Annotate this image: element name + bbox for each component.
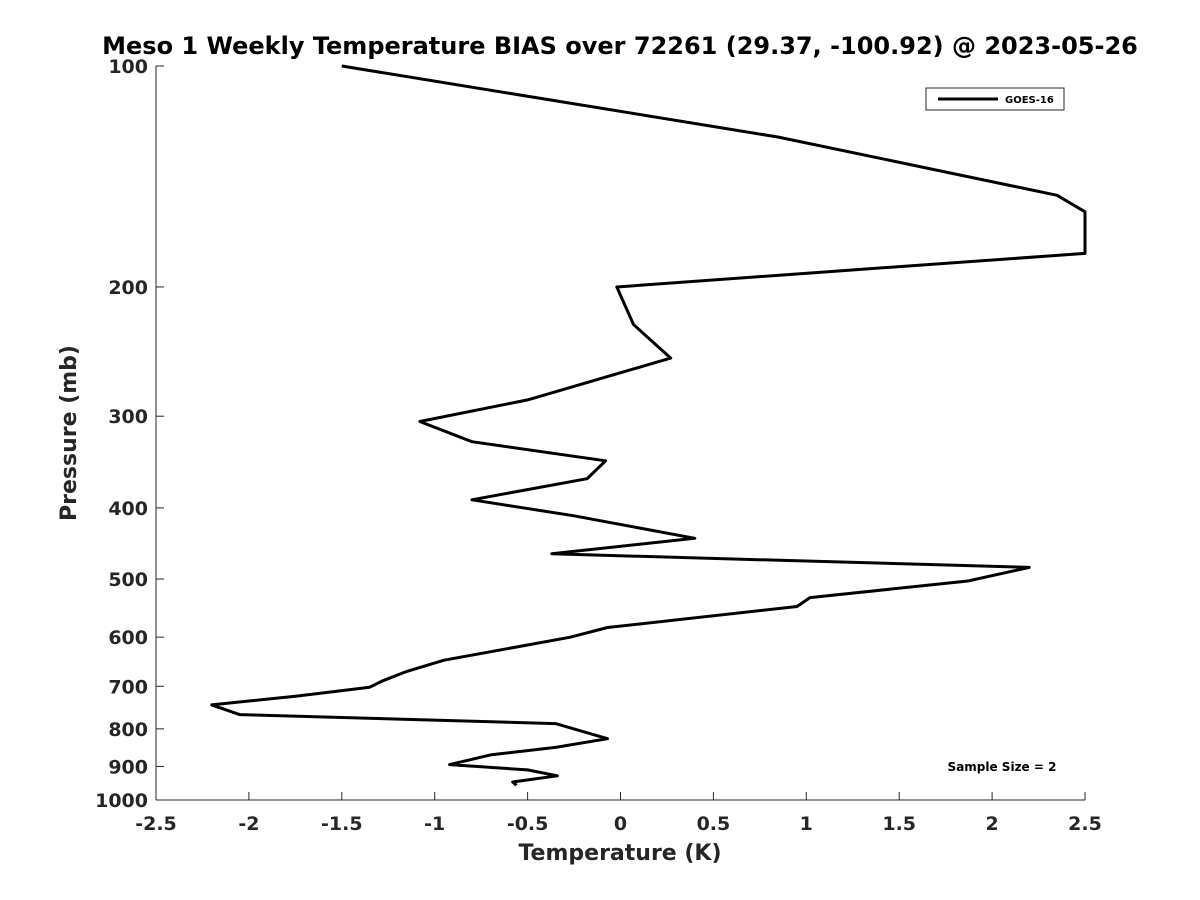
y-axis-label: Pressure (mb) [57,345,82,521]
x-tick-label: -1.5 [321,813,363,835]
y-tick-label: 200 [108,277,148,299]
y-tick-label: 1000 [95,790,148,812]
x-tick-label: 1 [800,813,813,835]
legend-label-goes-16: GOES-16 [1005,95,1054,106]
chart-title: Meso 1 Weekly Temperature BIAS over 7226… [102,32,1138,60]
series-line-goes-16 [210,64,1087,787]
y-tick-label: 500 [108,569,148,591]
y-tick-label: 400 [108,498,148,520]
x-tick-label: -2.5 [135,813,177,835]
x-tick-label: 0.5 [697,813,731,835]
y-tick-label: 900 [108,756,148,778]
legend: GOES-16 [925,87,1065,111]
x-tick-label: -0.5 [507,813,549,835]
x-axis-ticks: -2.5 -2 -1.5 -1 -0.5 0 0.5 1 1.5 2 2.5 [135,792,1102,835]
x-axis-label: Temperature (K) [518,841,721,866]
x-tick-label: -2 [238,813,259,835]
x-tick-label: -1 [424,813,445,835]
x-tick-label: 0 [614,813,627,835]
y-axis-ticks: 100 200 300 400 500 600 700 800 900 1000 [95,56,164,812]
y-tick-label: 600 [108,627,148,649]
y-tick-label: 300 [108,406,148,428]
y-tick-label: 100 [108,56,148,78]
y-tick-label: 700 [108,676,148,698]
y-tick-label: 800 [108,719,148,741]
x-tick-label: 2 [985,813,998,835]
sample-size-annotation: Sample Size = 2 [948,760,1057,774]
x-tick-label: 2.5 [1068,813,1102,835]
x-tick-label: 1.5 [882,813,916,835]
